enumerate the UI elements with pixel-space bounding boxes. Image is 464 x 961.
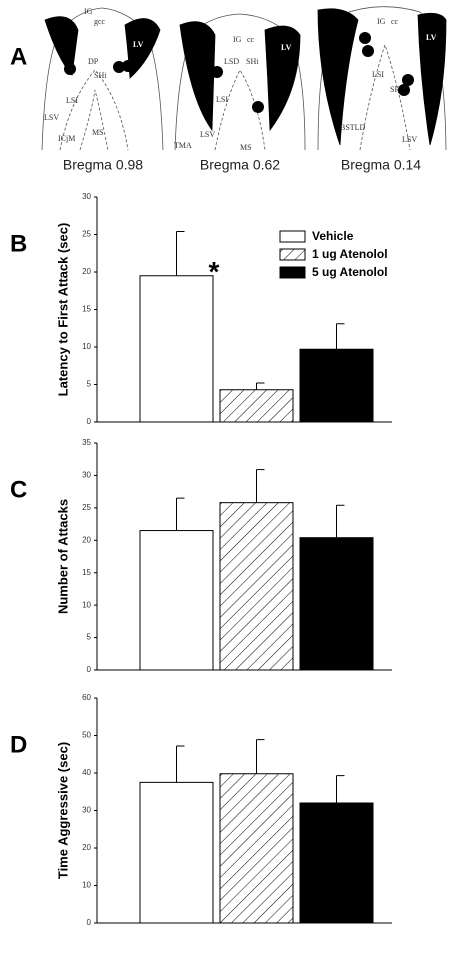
- y-axis-label: Time Aggressive (sec): [55, 742, 70, 879]
- brain-section: [317, 6, 447, 151]
- bar: [219, 773, 294, 924]
- brain-section: [174, 13, 306, 151]
- significance-marker: *: [209, 256, 220, 287]
- legend-label: Vehicle: [312, 229, 354, 243]
- bar: [219, 502, 294, 671]
- y-tick-label: 25: [82, 503, 91, 512]
- y-tick-label: 0: [87, 417, 92, 426]
- region-label: IG: [233, 35, 242, 44]
- injection-site: [398, 84, 410, 96]
- injection-site: [211, 66, 223, 78]
- y-tick-label: 5: [87, 633, 92, 642]
- bar: [299, 802, 374, 924]
- bar-chart: B Latency to First Attack (sec) 0 5 10 15 20 25…: [10, 192, 392, 426]
- legend-swatch: [279, 230, 306, 243]
- y-tick-label: 15: [82, 568, 91, 577]
- bar: [299, 537, 374, 671]
- panel-label: A: [10, 43, 27, 70]
- region-label: ICjM: [58, 134, 75, 143]
- bar: [299, 348, 374, 423]
- panel-label: D: [10, 731, 27, 758]
- y-tick-label: 0: [87, 918, 92, 927]
- region-label: gcc: [94, 17, 106, 26]
- section-caption: Bregma 0.98: [63, 157, 143, 173]
- region-label: cc: [247, 35, 255, 44]
- injection-site: [122, 60, 134, 72]
- region-label: LSV: [200, 130, 215, 139]
- region-label: LSI: [66, 96, 78, 105]
- legend-swatch: [279, 266, 306, 279]
- injection-site: [113, 61, 125, 73]
- region-label: LSV: [44, 113, 59, 122]
- y-tick-label: 50: [82, 731, 91, 740]
- injection-site: [359, 32, 371, 44]
- y-tick-label: 30: [82, 192, 91, 201]
- y-tick-label: 10: [82, 600, 91, 609]
- y-tick-label: 40: [82, 768, 91, 777]
- y-tick-label: 20: [82, 843, 91, 852]
- region-label: LSI: [372, 70, 384, 79]
- bar: [139, 275, 214, 423]
- y-tick-label: 35: [82, 438, 91, 447]
- region-label: SHi: [246, 57, 259, 66]
- y-tick-label: 20: [82, 535, 91, 544]
- legend-label: 5 ug Atenolol: [312, 265, 388, 279]
- legend-label: 1 ug Atenolol: [312, 247, 388, 261]
- bar-chart: C Number of Attacks 0 5 10 15 20 25 30 35: [10, 438, 392, 674]
- y-tick-label: 0: [87, 665, 92, 674]
- y-tick-label: 25: [82, 230, 91, 239]
- y-tick-label: 20: [82, 267, 91, 276]
- region-label: DP: [88, 57, 99, 66]
- injection-site: [64, 63, 76, 75]
- bar: [139, 530, 214, 671]
- region-label: LV: [281, 43, 292, 52]
- y-tick-label: 10: [82, 342, 91, 351]
- region-label: MS: [240, 143, 252, 152]
- region-label: SHi: [94, 71, 107, 80]
- legend-swatch: [279, 248, 306, 261]
- region-label: BSTLD: [340, 123, 366, 132]
- region-label: IG: [84, 7, 93, 16]
- region-label: IG: [377, 17, 386, 26]
- section-caption: Bregma 0.62: [200, 157, 280, 173]
- y-tick-label: 30: [82, 471, 91, 480]
- y-tick-label: 60: [82, 693, 91, 702]
- region-label: LV: [426, 33, 437, 42]
- region-label: cc: [391, 17, 399, 26]
- y-axis-label: Latency to First Attack (sec): [55, 223, 70, 397]
- bar: [219, 389, 294, 423]
- injection-site: [402, 74, 414, 86]
- y-tick-label: 10: [82, 881, 91, 890]
- region-label: SF: [390, 85, 399, 94]
- injection-site: [362, 45, 374, 57]
- region-label: MS: [92, 128, 104, 137]
- y-axis-label: Number of Attacks: [55, 499, 70, 614]
- y-tick-label: 15: [82, 305, 91, 314]
- region-label: LSV: [402, 135, 417, 144]
- panel-label: B: [10, 230, 27, 257]
- region-label: LSD: [224, 57, 239, 66]
- y-tick-label: 5: [87, 380, 92, 389]
- region-label: LV: [133, 40, 144, 49]
- bar-chart: D Time Aggressive (sec) 0 10 20 30 40 50 60: [10, 693, 392, 927]
- region-label: LSI: [216, 95, 228, 104]
- panel-a: A IG gcc LV DP SHi LSI LSV MS ICjM IG: [10, 6, 447, 173]
- panel-label: C: [10, 476, 27, 503]
- region-label: TMA: [174, 141, 192, 150]
- injection-site: [252, 101, 264, 113]
- bar: [139, 781, 214, 924]
- y-tick-label: 30: [82, 806, 91, 815]
- brain-section: [41, 7, 164, 151]
- section-caption: Bregma 0.14: [341, 157, 421, 173]
